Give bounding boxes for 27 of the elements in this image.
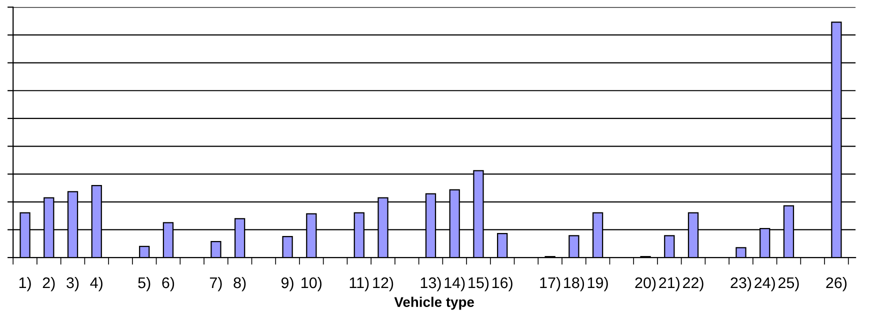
- x-tick-label: 24): [754, 276, 775, 292]
- x-tick-label: 4): [90, 276, 102, 292]
- x-tick-label: 23): [730, 276, 752, 292]
- x-tick-label: 10): [302, 276, 322, 292]
- x-tick-label: 12): [373, 276, 394, 292]
- x-tick-label: 1): [19, 276, 31, 292]
- x-tick-label: 22): [682, 276, 704, 292]
- x-tick-label: 15): [468, 276, 489, 292]
- x-tick-label: 20): [635, 276, 656, 292]
- x-tick-label: 19): [588, 276, 608, 292]
- x-tick-label: 17): [540, 276, 560, 292]
- x-tick-label: 7): [210, 276, 222, 292]
- x-tick-label: 25): [778, 276, 799, 292]
- x-tick-label: 11): [350, 276, 369, 292]
- x-tick-label: 13): [420, 276, 441, 292]
- x-tick-label: 2): [42, 276, 55, 292]
- x-tick-label: 3): [66, 276, 79, 292]
- x-tick-label: 9): [281, 276, 294, 292]
- x-tick-label: 18): [564, 276, 584, 292]
- x-tick-label: 21): [659, 276, 680, 292]
- x-axis-title: Vehicle type: [394, 296, 474, 310]
- x-tick-label: 8): [234, 276, 246, 292]
- x-tick-label: 14): [444, 276, 465, 292]
- x-tick-label: 5): [138, 276, 150, 292]
- x-tick-label: 6): [162, 276, 174, 292]
- x-tick-label: 16): [492, 276, 512, 292]
- x-tick-label: 26): [826, 276, 847, 292]
